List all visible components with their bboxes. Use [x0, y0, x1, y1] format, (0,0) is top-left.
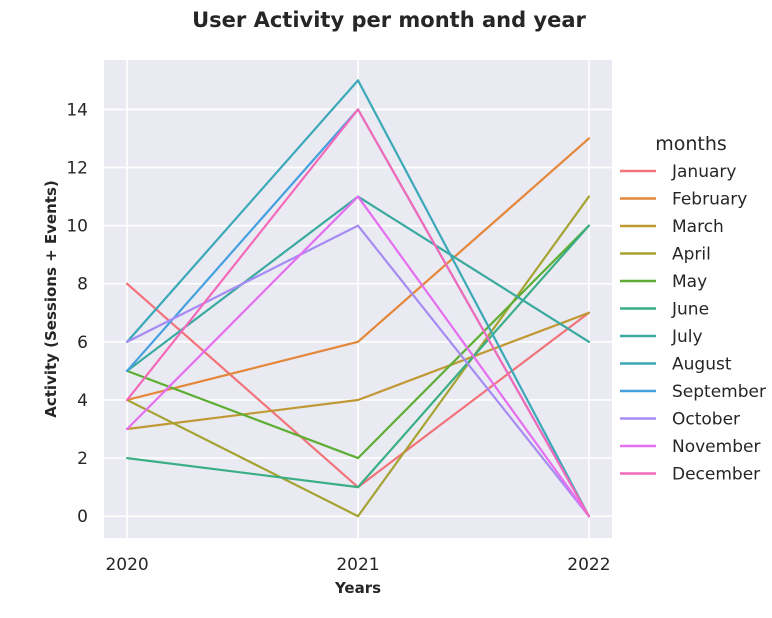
legend-item-april: April — [620, 245, 711, 265]
y-tick-label: 10 — [66, 217, 88, 237]
x-axis-title: Years — [334, 579, 381, 597]
y-tick-label: 6 — [77, 333, 88, 353]
y-tick-label: 8 — [77, 275, 88, 295]
legend-item-december: December — [620, 465, 760, 485]
y-tick-label: 0 — [77, 507, 88, 527]
series-line-november — [125, 195, 591, 518]
x-tick-label: 2021 — [336, 555, 379, 575]
legend-item-september: September — [620, 382, 766, 402]
legend-title: months — [655, 133, 727, 155]
y-tick-label: 12 — [66, 159, 88, 179]
chart-title: User Activity per month and year — [192, 8, 586, 32]
legend-label: August — [672, 355, 732, 375]
series-line-august — [125, 79, 591, 518]
x-tick-label: 2020 — [105, 555, 148, 575]
legend-label: May — [672, 272, 707, 292]
x-tick-labels: 2020 2021 2022 — [105, 555, 610, 575]
legend-item-february: February — [620, 190, 747, 210]
y-tick-label: 14 — [66, 100, 88, 120]
legend-item-july: July — [620, 327, 703, 347]
legend-item-march: March — [620, 217, 724, 237]
legend-label: June — [671, 300, 709, 320]
x-tick-label: 2022 — [567, 555, 610, 575]
y-axis-title: Activity (Sessions + Events) — [42, 180, 60, 418]
legend-item-august: August — [620, 355, 732, 375]
legend-label: February — [672, 190, 747, 210]
y-tick-labels: 0 2 4 6 8 10 12 14 — [66, 100, 88, 527]
legend-item-october: October — [620, 410, 740, 430]
legend-label: July — [671, 327, 703, 347]
legend-label: October — [672, 410, 740, 430]
legend-label: January — [671, 162, 736, 182]
series-line-march — [125, 311, 591, 431]
legend-label: March — [672, 217, 724, 237]
legend-item-june: June — [620, 300, 709, 320]
y-tick-label: 2 — [77, 449, 88, 469]
legend-item-november: November — [620, 437, 760, 457]
series-line-june — [125, 224, 591, 489]
series-lines — [125, 79, 591, 518]
legend-label: December — [672, 465, 760, 485]
legend: months January February March April May June J… — [620, 133, 766, 485]
series-line-february — [125, 137, 591, 402]
legend-label: November — [672, 437, 760, 457]
legend-item-may: May — [620, 272, 707, 292]
y-tick-label: 4 — [77, 391, 88, 411]
legend-label: September — [672, 382, 766, 402]
series-line-december — [125, 108, 591, 518]
legend-label: April — [672, 245, 711, 265]
series-line-may — [125, 224, 591, 460]
legend-item-january: January — [620, 162, 736, 182]
